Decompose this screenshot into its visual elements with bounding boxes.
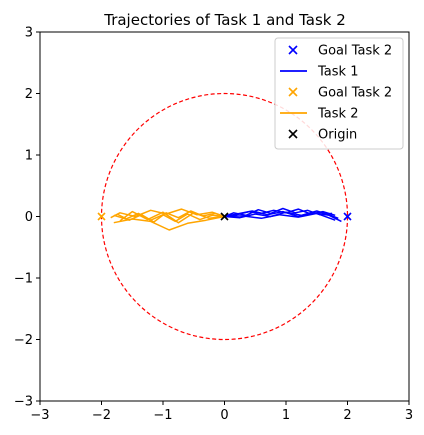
legend-label: Goal Task 2 [318, 86, 392, 101]
x-tick-label: 2 [343, 408, 351, 423]
legend-label: Task 1 [317, 65, 358, 80]
y-tick-label: 0 [25, 210, 33, 225]
y-tick-label: 3 [25, 26, 33, 41]
y-tick-label: −3 [14, 395, 33, 410]
series-task-2 [111, 209, 225, 230]
series-task-1 [225, 209, 342, 222]
x-tick-label: −3 [30, 408, 49, 423]
legend-label: Origin [318, 128, 357, 143]
y-tick-label: 1 [25, 149, 33, 164]
chart-title: Trajectories of Task 1 and Task 2 [103, 11, 346, 29]
legend-label: Task 2 [317, 107, 358, 122]
x-tick-label: 1 [282, 408, 290, 423]
y-tick-label: −2 [14, 333, 33, 348]
legend-label: Goal Task 2 [318, 44, 392, 59]
y-tick-label: −1 [14, 272, 33, 287]
x-tick-label: 0 [220, 408, 228, 423]
x-tick-label: 3 [405, 408, 413, 423]
x-tick-label: −1 [153, 408, 172, 423]
x-tick-label: −2 [92, 408, 111, 423]
y-tick-label: 2 [25, 87, 33, 102]
legend: Goal Task 2 Task 1 Goal Task 2 Task 2 Origin [275, 38, 403, 149]
